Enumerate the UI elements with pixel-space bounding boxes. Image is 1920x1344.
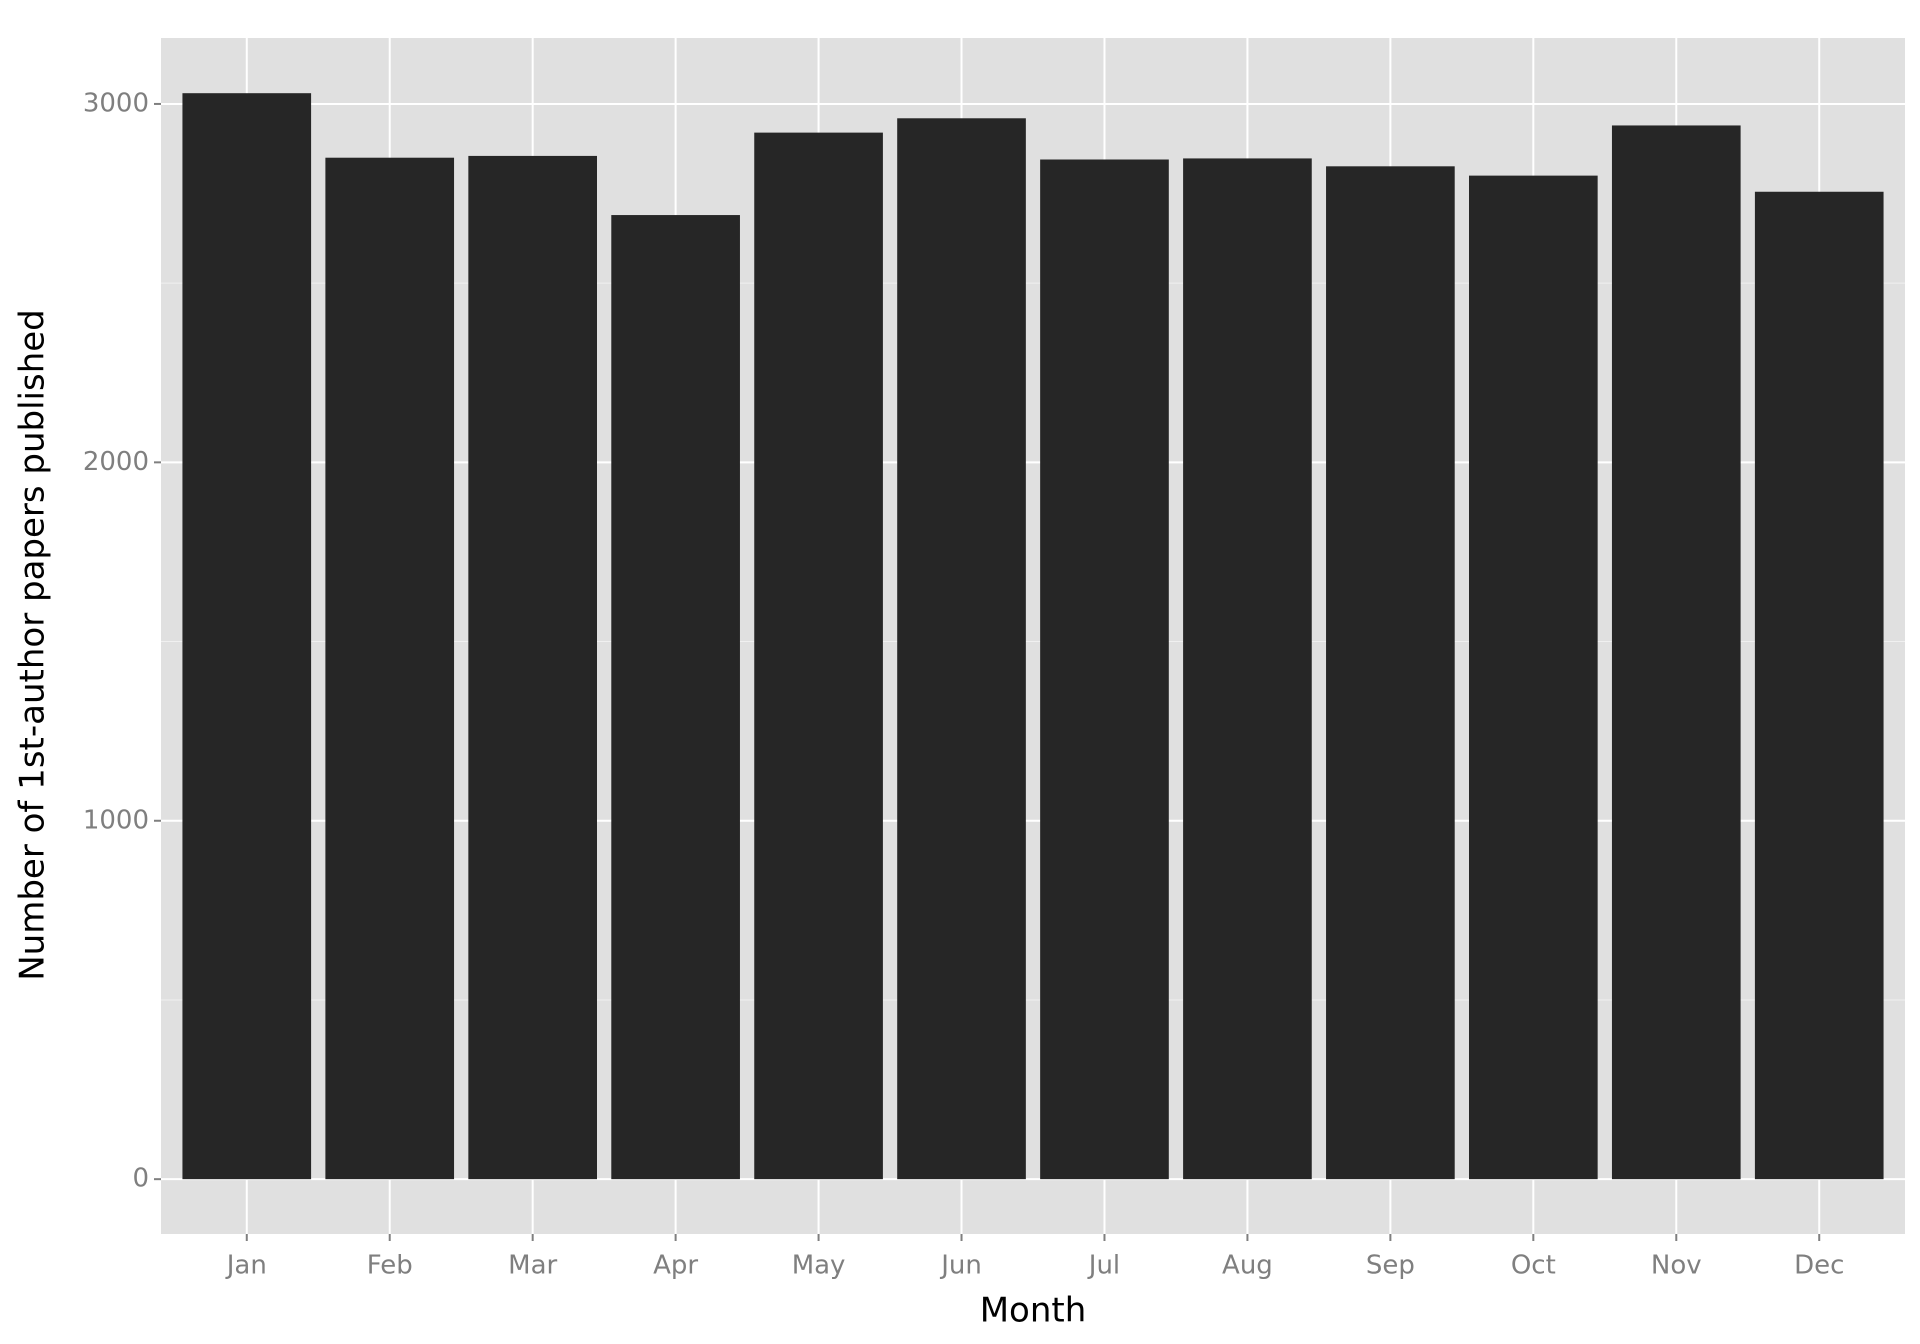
y-tick-label: 1000 <box>83 805 149 835</box>
x-tick-label: Oct <box>1511 1251 1556 1281</box>
bar <box>1183 158 1312 1180</box>
x-tick-label: Nov <box>1651 1251 1702 1281</box>
x-tick-label: Jan <box>225 1251 267 1281</box>
x-tick-label: Mar <box>508 1251 557 1281</box>
x-axis-title: Month <box>980 1291 1087 1331</box>
y-axis-title: Number of 1st-author papers published <box>13 309 53 981</box>
x-tick-label: Feb <box>367 1251 413 1281</box>
x-tick-label: Aug <box>1222 1251 1273 1281</box>
y-tick-label: 2000 <box>83 447 149 477</box>
y-tick-label: 3000 <box>83 88 149 118</box>
bar <box>1611 125 1741 1180</box>
bar <box>611 215 740 1180</box>
bar <box>468 155 597 1180</box>
x-tick-label: May <box>792 1251 846 1281</box>
x-tick-label: Jun <box>939 1251 982 1281</box>
bar <box>182 93 312 1180</box>
bar <box>325 157 455 1180</box>
x-tick-label: Apr <box>653 1251 698 1281</box>
x-tick-label: Jul <box>1087 1251 1120 1281</box>
bar <box>897 118 1026 1180</box>
bar <box>1040 159 1169 1180</box>
bar <box>1469 175 1598 1180</box>
bar <box>754 132 883 1180</box>
bar <box>1326 166 1455 1180</box>
y-tick-label: 0 <box>132 1164 149 1194</box>
x-tick-label: Dec <box>1794 1251 1844 1281</box>
x-tick-label: Sep <box>1366 1251 1415 1281</box>
bar <box>1754 191 1884 1180</box>
